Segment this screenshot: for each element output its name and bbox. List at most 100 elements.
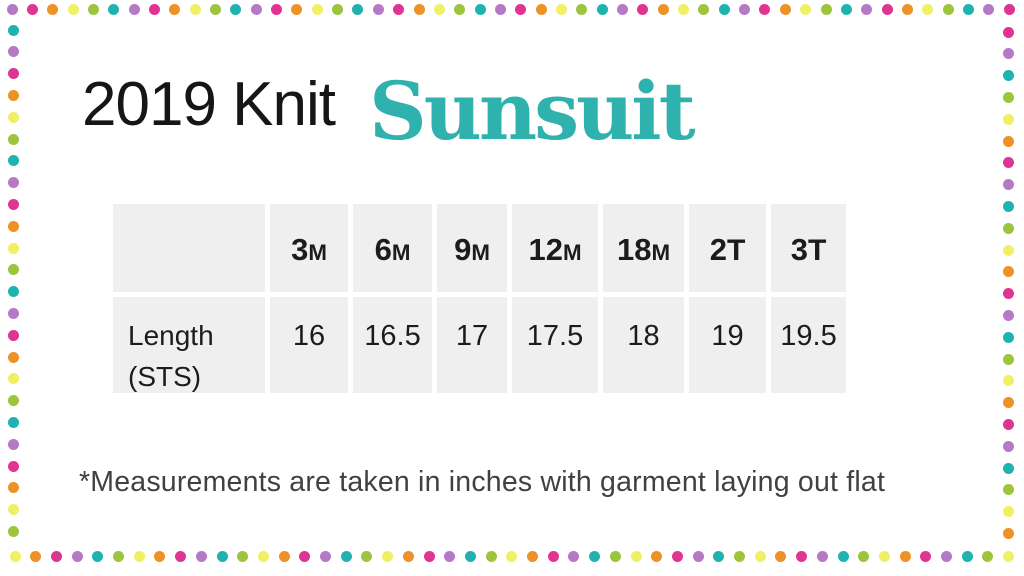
border-dot <box>1003 550 1015 562</box>
border-dot <box>637 3 649 15</box>
row-label-length-sts: Length (STS) <box>113 297 265 393</box>
border-dot <box>108 3 120 15</box>
border-dot <box>920 550 932 562</box>
border-dot <box>547 550 559 562</box>
border-dot <box>941 550 952 562</box>
length-value-18m: 18 <box>603 297 684 393</box>
border-dot <box>175 550 187 562</box>
border-dot <box>1002 135 1014 147</box>
border-dot <box>617 3 628 15</box>
border-dot <box>576 3 588 15</box>
border-dot <box>630 550 642 562</box>
border-dot <box>7 220 19 232</box>
border-dot <box>1002 440 1014 452</box>
border-dot <box>30 550 42 562</box>
border-dot <box>485 550 497 562</box>
border-dot <box>881 3 893 15</box>
border-dot <box>332 3 344 15</box>
border-dot <box>713 550 725 562</box>
border-dot <box>148 3 160 15</box>
size-chart-table: 3M 6M 9M 12M 18M 2T 3T Length (STS) 16 1… <box>113 204 846 393</box>
border-dot <box>216 550 228 562</box>
border-dot <box>878 550 890 562</box>
border-dot <box>320 550 331 562</box>
border-dot <box>382 550 394 562</box>
length-value-3t: 19.5 <box>771 297 846 393</box>
border-dot <box>1002 70 1014 82</box>
border-dot <box>237 550 249 562</box>
border-dot <box>982 550 994 562</box>
border-dot <box>454 3 466 15</box>
border-dot <box>775 550 787 562</box>
border-dot <box>1002 506 1014 518</box>
size-number: 2 <box>709 232 727 267</box>
border-dot <box>113 550 124 562</box>
border-dot <box>527 550 538 562</box>
border-dot <box>961 550 973 562</box>
border-dot <box>393 3 405 15</box>
border-dot <box>271 3 283 15</box>
size-number: 3 <box>291 232 309 267</box>
size-number: 9 <box>454 232 472 267</box>
border-dot <box>7 46 19 58</box>
size-unit: M <box>308 240 327 265</box>
border-dot <box>1002 179 1014 191</box>
size-unit: T <box>807 234 827 267</box>
border-dot <box>1002 244 1014 256</box>
border-dot <box>983 3 995 15</box>
size-col-header-3m: 3M <box>270 204 348 292</box>
border-dot <box>189 3 201 15</box>
border-dot <box>1002 200 1014 212</box>
border-dot <box>402 550 414 562</box>
border-dot <box>1002 26 1014 38</box>
border-dot <box>230 3 242 15</box>
border-dot <box>678 3 690 15</box>
size-col-header-6m: 6M <box>353 204 432 292</box>
border-dot <box>210 3 221 15</box>
border-dot <box>922 3 934 15</box>
size-number: 6 <box>374 232 392 267</box>
border-dot <box>1002 157 1014 169</box>
border-dot <box>7 264 19 276</box>
border-dot <box>423 550 435 562</box>
border-dot <box>759 3 771 15</box>
border-dot <box>861 3 873 15</box>
border-dot <box>494 3 506 15</box>
border-dot <box>734 550 745 562</box>
border-dot <box>816 550 828 562</box>
border-dot <box>50 550 62 562</box>
border-dot <box>506 550 518 562</box>
border-dot <box>858 550 870 562</box>
border-dot <box>26 3 38 15</box>
size-number: 18 <box>616 232 652 267</box>
length-value-2t: 19 <box>689 297 766 393</box>
border-dot <box>7 307 19 319</box>
border-dot <box>7 351 19 363</box>
size-col-header-18m: 18M <box>603 204 684 292</box>
border-dot <box>154 550 166 562</box>
border-dot <box>840 3 852 15</box>
length-value-6m: 16.5 <box>353 297 432 393</box>
border-dot <box>444 550 456 562</box>
border-dot <box>7 198 19 210</box>
size-col-header-9m: 9M <box>437 204 507 292</box>
page-title: 2019 Knit Sunsuit <box>82 50 696 158</box>
size-unit: M <box>562 240 582 265</box>
border-dot <box>1002 288 1014 300</box>
length-value-12m: 17.5 <box>512 297 598 393</box>
border-dot <box>942 3 954 15</box>
border-dot <box>413 3 425 15</box>
border-dot <box>7 373 19 385</box>
border-dot <box>7 24 19 36</box>
border-dot <box>257 550 269 562</box>
border-dot <box>7 111 19 123</box>
border-dot <box>92 550 104 562</box>
border-dot <box>474 3 486 15</box>
border-dot <box>1002 375 1014 387</box>
border-dot <box>361 550 373 562</box>
border-dot <box>7 286 19 298</box>
size-unit: M <box>391 240 411 265</box>
border-dot <box>352 3 364 15</box>
border-dot <box>698 3 710 15</box>
